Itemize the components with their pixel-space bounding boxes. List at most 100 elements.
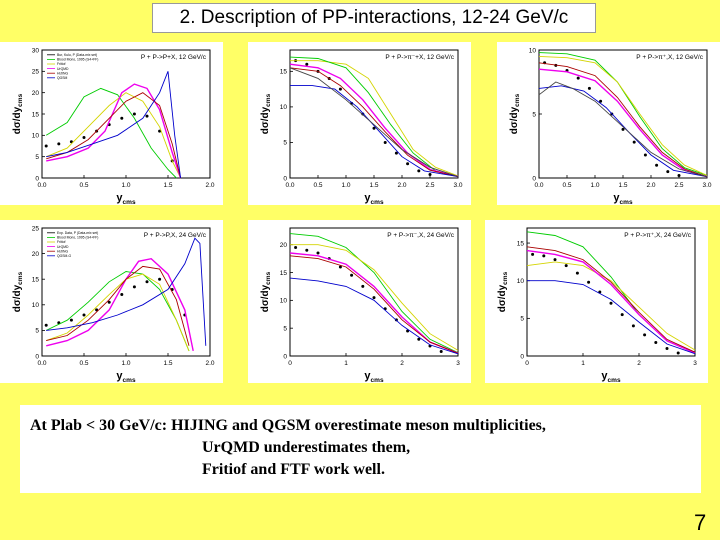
chart-piplus-24gev: 0 1 2 3 0 5 10 15 ycms dσ/dycms P + P->π⁺,X, 24 Ge… (497, 227, 697, 383)
y-tick-label: 5 (520, 316, 524, 323)
x-tick-label: 2.5 (674, 182, 683, 189)
legend-entry: QGSM-G (57, 254, 71, 258)
data-point (587, 86, 591, 90)
y-tick-label: 20 (32, 90, 40, 97)
data-point (82, 135, 86, 139)
chart-title: P + P->P,X, 24 GeV/c (144, 232, 207, 239)
legend-entry: UrQMD (57, 245, 69, 249)
data-point (631, 324, 635, 328)
x-tick-label: 2 (400, 360, 404, 367)
series-line-qgsm (289, 255, 459, 354)
y-tick-label: 5 (283, 325, 287, 332)
y-tick-label: 20 (32, 251, 40, 258)
y-tick-label: 15 (32, 277, 40, 284)
x-tick-label: 2 (637, 360, 641, 367)
data-point (338, 87, 342, 91)
y-axis-label: dσ/dycms (260, 93, 272, 134)
data-point (145, 280, 149, 284)
legend-entry: Blood Mono, 1995 (G4+FF) (57, 236, 98, 240)
x-tick-label: 1.5 (369, 182, 378, 189)
x-tick-label: 3 (456, 360, 460, 367)
y-tick-label: 5 (35, 154, 39, 161)
x-axis-label: ycms (364, 192, 384, 205)
y-tick-label: 5 (532, 111, 536, 118)
x-tick-label: 2.0 (205, 182, 214, 189)
y-axis-label: dσ/dycms (12, 271, 24, 312)
series-line-qgsm (289, 67, 459, 178)
x-tick-label: 0.0 (37, 360, 46, 367)
legend-entry: Fritiof (57, 240, 66, 244)
data-point (417, 337, 421, 341)
data-point (294, 245, 298, 249)
x-tick-label: 2.0 (397, 182, 406, 189)
x-tick-label: 3.0 (702, 182, 711, 189)
x-tick-label: 1.0 (121, 182, 130, 189)
legend-entry: HIJING (57, 249, 68, 253)
x-axis-label: ycms (364, 370, 384, 383)
series-line-qgsm (538, 62, 708, 178)
legend-entry: Exp. Data, P (Data-mix set) (57, 231, 98, 235)
y-tick-label: 15 (280, 69, 288, 76)
data-point (417, 169, 421, 173)
legend-entry: Bur, Kulu, P (Data-mix set) (57, 53, 97, 57)
x-tick-label: 1 (581, 360, 585, 367)
x-tick-label: 3.0 (453, 182, 462, 189)
legend-entry: Fritiof (57, 62, 66, 66)
data-point (132, 285, 136, 289)
series-line-qgsm (526, 246, 696, 353)
data-point (372, 296, 376, 300)
series-line-urqmd (46, 71, 182, 179)
x-axis-label: ycms (116, 370, 136, 383)
y-tick-label: 5 (283, 140, 287, 147)
y-tick-label: 30 (32, 47, 40, 54)
series-line-ftf (538, 68, 708, 178)
y-axis-label: dσ/dycms (260, 271, 272, 312)
data-point (120, 116, 124, 120)
series-line-hijing (538, 52, 708, 176)
data-point (383, 140, 387, 144)
series-line-ftf (46, 83, 182, 179)
x-tick-label: 0.0 (37, 182, 46, 189)
y-tick-label: 10 (32, 133, 40, 140)
legend-entry: QGSM (57, 76, 68, 80)
data-point (132, 112, 136, 116)
x-axis-label: ycms (613, 192, 633, 205)
y-tick-label: 15 (517, 240, 525, 247)
y-tick-label: 5 (35, 328, 39, 335)
data-point (439, 350, 443, 354)
series-line-extra (538, 81, 708, 178)
data-point (666, 170, 670, 174)
data-point (361, 112, 365, 116)
data-point (305, 62, 309, 66)
chart-title: P + P->π⁻,X, 24 GeV/c (387, 232, 454, 239)
series-line-fritiof (46, 273, 190, 352)
data-point (599, 99, 603, 103)
data-point (107, 300, 111, 304)
data-point (564, 264, 568, 268)
y-tick-label: 0 (283, 353, 287, 360)
y-tick-label: 0 (283, 175, 287, 182)
y-tick-label: 15 (32, 111, 40, 118)
legend-entry: HIJING (57, 71, 68, 75)
data-point (305, 248, 309, 252)
y-tick-label: 0 (35, 353, 39, 360)
data-point (338, 265, 342, 269)
data-point (587, 280, 591, 284)
series-line-hijing (45, 87, 177, 179)
plot-frame (538, 49, 708, 179)
data-point (44, 144, 48, 148)
y-tick-label: 0 (532, 175, 536, 182)
series-line-qgsm (46, 265, 190, 346)
y-tick-label: 20 (280, 242, 288, 249)
data-point (677, 173, 681, 177)
y-axis-label: dσ/dycms (509, 93, 521, 134)
series-line-urqmd (290, 85, 459, 178)
x-tick-label: 0 (288, 360, 292, 367)
series-line-ftf (46, 257, 194, 352)
data-point (654, 340, 658, 344)
x-tick-label: 0.5 (79, 182, 88, 189)
data-point (553, 258, 557, 262)
legend-entry: Blood Mono, 1995 (G4+FF) (57, 58, 98, 62)
chart-piminus-12gev: 0.0 0.5 1.0 1.5 2.0 2.5 3.0 0 5 10 15 ycms dσ/dycms P… (260, 49, 463, 205)
y-axis-label: dσ/dycms (497, 271, 509, 312)
